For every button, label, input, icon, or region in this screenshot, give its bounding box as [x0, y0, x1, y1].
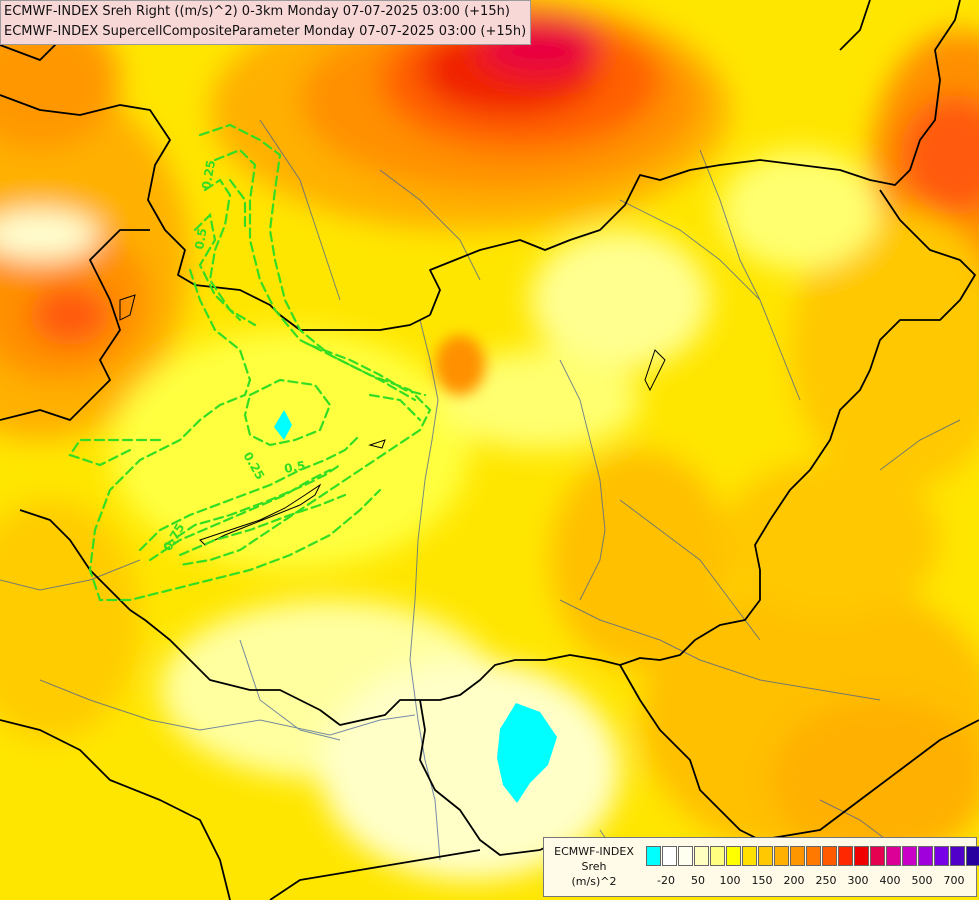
- legend-swatch: [870, 846, 885, 866]
- border-west-south: [19, 509, 131, 611]
- legend-swatch: [918, 846, 933, 866]
- legend-swatch: [902, 846, 917, 866]
- legend-swatch: [694, 846, 709, 866]
- border-north-west: [0, 94, 431, 331]
- legend-swatch: [950, 846, 965, 866]
- legend-swatches: [646, 846, 979, 866]
- legend-ticks: -20 50 100 150 200 250 300 400 500 700: [646, 874, 976, 888]
- border-south: [419, 699, 561, 856]
- legend-swatch: [678, 846, 693, 866]
- border-south-east: [619, 664, 761, 841]
- contour-label: 0.25: [199, 159, 218, 191]
- sreh-field: [0, 0, 979, 880]
- legend-label: ECMWF-INDEX Sreh (m/s)^2: [544, 844, 644, 889]
- lake-balaton: [199, 483, 322, 546]
- border-east-south: [759, 719, 979, 841]
- legend-label-parameter: Sreh: [581, 860, 607, 873]
- scp-contours: [68, 123, 432, 602]
- legend-swatch: [966, 846, 979, 866]
- legend-tick-label: 50: [691, 874, 705, 887]
- rivers: [0, 119, 961, 881]
- legend-swatch: [822, 846, 837, 866]
- color-legend: ECMWF-INDEX Sreh (m/s)^2 -20 50 100 150 200 2…: [543, 837, 979, 897]
- legend-tick-label: 200: [783, 874, 805, 887]
- legend-tick-label: 400: [879, 874, 901, 887]
- legend-swatch: [646, 846, 661, 866]
- legend-swatch: [838, 846, 853, 866]
- legend-tick-label: 700: [943, 874, 965, 887]
- border-ne: [429, 0, 961, 316]
- legend-swatch: [758, 846, 773, 866]
- legend-tick-label: 150: [751, 874, 773, 887]
- legend-swatch: [806, 846, 821, 866]
- map-title-box: ECMWF-INDEX Sreh Right ((m/s)^2) 0-3km M…: [0, 0, 532, 45]
- title-line-scp: ECMWF-INDEX SupercellCompositeParameter …: [4, 24, 527, 39]
- title-line-sreh: ECMWF-INDEX Sreh Right ((m/s)^2) 0-3km M…: [4, 4, 510, 19]
- legend-swatch: [662, 846, 677, 866]
- negative-area-small: [274, 410, 292, 440]
- legend-swatch: [934, 846, 949, 866]
- legend-swatch: [710, 846, 725, 866]
- border-top-small: [839, 0, 871, 51]
- contour-label: 0.5: [283, 458, 306, 475]
- legend-swatch: [726, 846, 741, 866]
- border-west: [0, 229, 150, 421]
- legend-label-model: ECMWF-INDEX: [554, 845, 634, 858]
- lakes: [119, 294, 666, 546]
- legend-tick-label: 300: [847, 874, 869, 887]
- legend-tick-label: 250: [815, 874, 837, 887]
- legend-tick-label: 500: [911, 874, 933, 887]
- legend-swatch: [742, 846, 757, 866]
- border-east: [129, 189, 976, 726]
- legend-swatch: [854, 846, 869, 866]
- contour-label: 0.5: [192, 227, 209, 250]
- border-southwest: [0, 719, 231, 900]
- legend-swatch: [886, 846, 901, 866]
- legend-swatch: [790, 846, 805, 866]
- legend-tick-label: 100: [719, 874, 741, 887]
- legend-swatch: [774, 846, 789, 866]
- legend-label-unit: (m/s)^2: [571, 875, 617, 888]
- legend-tick-label: -20: [657, 874, 675, 887]
- border-croatia: [269, 849, 481, 900]
- negative-area-large: [497, 703, 557, 803]
